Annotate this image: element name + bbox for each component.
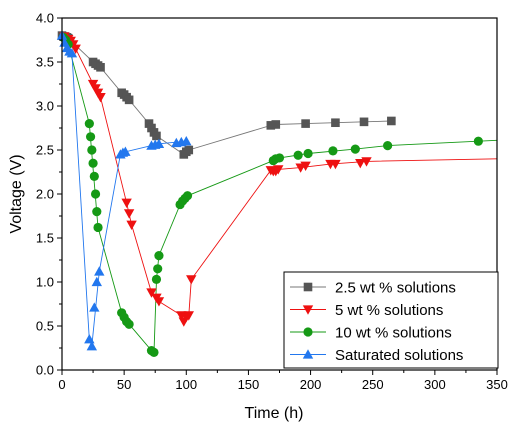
data-point <box>120 146 131 156</box>
data-point <box>383 141 393 151</box>
data-point <box>328 146 338 156</box>
series-4 <box>56 30 192 351</box>
data-point <box>355 159 366 169</box>
x-tick-label: 200 <box>300 377 322 392</box>
legend-entry-label: Saturated solutions <box>335 347 463 364</box>
data-point <box>274 153 285 163</box>
data-point <box>89 302 100 312</box>
legend-entry-label: 5 wt % solutions <box>335 302 443 319</box>
data-point <box>91 276 102 287</box>
legend: 2.5 wt % solutions 5 wt % solutions 10 wt … <box>283 271 499 369</box>
y-tick-label: 3.5 <box>36 55 54 70</box>
data-point <box>153 264 163 274</box>
series-markers <box>56 30 483 357</box>
legend-marker <box>302 349 314 359</box>
data-point <box>144 119 154 128</box>
data-point <box>301 119 310 128</box>
data-point <box>330 159 341 170</box>
data-point <box>123 209 135 219</box>
data-point <box>387 116 396 126</box>
data-point <box>266 121 276 130</box>
data-point <box>84 119 94 129</box>
data-point <box>303 148 313 159</box>
data-point <box>473 136 483 146</box>
y-tick-label: 1.5 <box>36 231 54 246</box>
data-point <box>92 207 102 217</box>
data-point <box>95 93 106 103</box>
data-point <box>153 297 165 307</box>
data-point <box>182 191 193 201</box>
data-point <box>124 95 134 105</box>
legend-marker <box>303 327 313 337</box>
data-point <box>121 198 132 208</box>
data-point <box>350 144 360 154</box>
data-point <box>152 131 161 141</box>
data-point <box>300 161 311 172</box>
data-point <box>86 341 98 351</box>
x-tick-label: 50 <box>117 377 131 392</box>
data-point <box>124 319 134 329</box>
data-point <box>94 266 105 276</box>
data-point <box>186 275 197 285</box>
y-tick-label: 3.0 <box>36 99 54 114</box>
legend-entry-label: 10 wt % solutions <box>335 325 452 342</box>
y-tick-label: 2.5 <box>36 143 54 158</box>
x-tick-label: 250 <box>362 377 384 392</box>
y-tick-label: 0.0 <box>36 363 54 378</box>
x-tick-label: 100 <box>175 377 197 392</box>
data-point <box>147 123 156 133</box>
data-point <box>149 347 159 357</box>
legend-marker <box>302 305 314 315</box>
legend-box <box>283 271 499 369</box>
y-tick-label: 1.0 <box>36 275 54 290</box>
y-axis-label: Voltage (V) <box>8 154 25 233</box>
data-point <box>184 145 194 155</box>
x-tick-label: 0 <box>58 377 65 392</box>
data-point <box>151 274 162 284</box>
data-point <box>293 150 303 160</box>
series-line-4 <box>61 35 187 347</box>
series-1 <box>57 31 396 159</box>
data-point <box>90 189 101 199</box>
data-point <box>273 165 284 175</box>
data-point <box>271 120 281 129</box>
data-point <box>96 62 105 72</box>
x-tick-label: 350 <box>486 377 508 392</box>
data-point <box>146 288 157 298</box>
data-point <box>126 220 137 230</box>
legend-entry-label: 2.5 wt % solutions <box>335 280 456 297</box>
legend-marker <box>303 282 313 292</box>
data-point <box>359 117 369 127</box>
data-point <box>183 311 194 321</box>
y-tick-label: 0.5 <box>36 319 54 334</box>
data-point <box>153 138 165 148</box>
data-point <box>331 118 340 128</box>
y-tick-label: 2.0 <box>36 187 54 202</box>
data-point <box>89 171 99 181</box>
data-point <box>70 44 81 54</box>
data-point <box>87 145 97 155</box>
data-point <box>85 132 96 142</box>
data-point <box>361 157 372 167</box>
data-point <box>88 158 98 168</box>
data-point <box>154 251 164 261</box>
y-tick-label: 4.0 <box>36 11 54 26</box>
x-axis-label: Time (h) <box>245 405 304 422</box>
axes: 0 50 100 150 200 250 300 350 0.0 0.5 1.0 1.5 2.0 2.5 3… <box>36 11 508 393</box>
data-point <box>84 334 95 344</box>
data-point <box>181 136 192 146</box>
series-line-1 <box>61 35 392 155</box>
x-tick-label: 300 <box>424 377 446 392</box>
x-tick-label: 150 <box>238 377 260 392</box>
data-point <box>93 222 103 233</box>
data-point <box>66 48 78 58</box>
